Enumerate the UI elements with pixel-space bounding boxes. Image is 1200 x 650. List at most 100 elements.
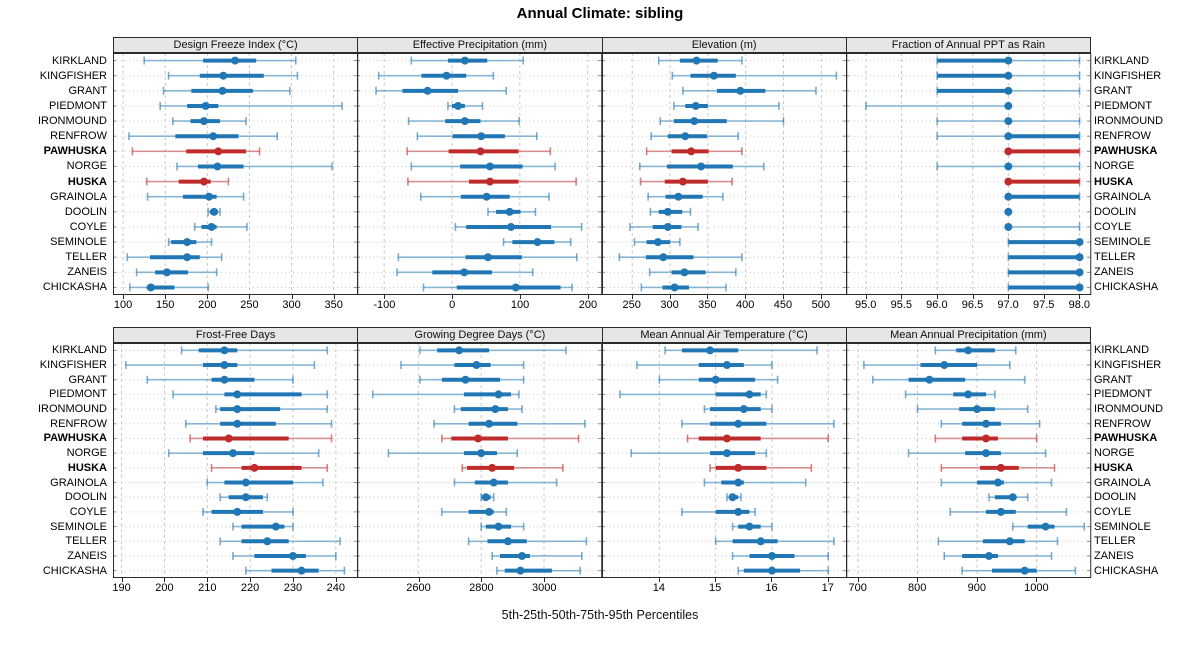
series-kirkland <box>180 346 329 355</box>
series-teller <box>126 253 223 262</box>
site-label-pawhuska: PAWHUSKA <box>1094 432 1158 445</box>
series-renfrow <box>649 132 739 141</box>
axis-tick-label: 2600 <box>406 582 431 594</box>
median-dot <box>477 449 486 458</box>
site-label-kingfisher: KINGFISHER <box>39 359 107 372</box>
site-label-norge: NORGE <box>1094 160 1135 173</box>
median-dot <box>705 346 714 355</box>
series-chickasha <box>496 566 582 575</box>
series-huska <box>407 177 578 186</box>
median-dot <box>518 551 527 560</box>
axis-tick <box>335 578 337 582</box>
series-chickasha <box>422 283 574 292</box>
site-label-norge: NORGE <box>1094 447 1135 460</box>
site-label-piedmont: PIEDMONT <box>1094 99 1153 112</box>
site-label-seminole: SEMINOLE <box>1094 520 1151 533</box>
x-axis: -100 0 100 200 <box>357 295 601 313</box>
axis-tick-label: 95.0 <box>854 299 877 311</box>
series-zaneis <box>1007 268 1084 277</box>
panel-strip-title: Mean Annual Air Temperature (°C) <box>601 327 847 343</box>
panel-strip-title: Elevation (m) <box>601 37 847 53</box>
series-renfrow <box>433 419 586 428</box>
x-axis: 250 300 350 400 450 500 <box>602 295 846 313</box>
series-doolin <box>987 493 1029 502</box>
axis-tick <box>481 578 483 582</box>
site-label-grainola: GRAINOLA <box>1094 476 1151 489</box>
median-dot <box>460 268 469 277</box>
median-dot <box>250 463 259 472</box>
series-grainola <box>206 478 324 487</box>
median-dot <box>233 390 242 399</box>
median-dot <box>1075 268 1084 277</box>
median-dot <box>485 507 494 516</box>
site-label-teller: TELLER <box>1094 535 1136 548</box>
median-dot <box>494 390 503 399</box>
series-teller <box>397 253 578 262</box>
site-label-renfrow: RENFROW <box>50 130 107 143</box>
site-label-grant: GRANT <box>68 84 108 97</box>
axis-tick <box>384 295 386 299</box>
series-norge <box>167 449 320 458</box>
axis-tick-label: 300 <box>660 299 679 311</box>
series-norge <box>176 162 333 171</box>
median-dot <box>733 478 742 487</box>
series-doolin <box>487 207 537 216</box>
median-dot <box>146 283 155 292</box>
axis-tick <box>936 295 938 299</box>
series-seminole <box>633 238 681 247</box>
site-label-coyle: COYLE <box>69 505 107 518</box>
site-label-ironmound: IRONMOUND <box>37 115 107 128</box>
median-dot <box>219 71 228 80</box>
series-doolin <box>207 207 221 216</box>
median-dot <box>1004 177 1013 186</box>
axis-tick-label: 150 <box>156 299 175 311</box>
median-dot <box>484 253 493 262</box>
series-kingfisher <box>862 361 1011 370</box>
series-pawhuska <box>189 434 333 443</box>
panel-strip-title: Effective Precipitation (mm) <box>357 37 603 53</box>
median-dot <box>981 449 990 458</box>
site-label-huska: HUSKA <box>1094 175 1134 188</box>
site-label-teller: TELLER <box>65 535 107 548</box>
median-dot <box>472 361 481 370</box>
series-kirkland <box>934 346 1017 355</box>
series-zaneis <box>648 268 737 277</box>
median-dot <box>1004 162 1013 171</box>
series-zaneis <box>396 268 534 277</box>
series-ironmound <box>453 405 524 414</box>
median-dot <box>722 449 731 458</box>
series-norge <box>936 162 1081 171</box>
series-renfrow <box>680 419 835 428</box>
panel-strip-title: Mean Annual Precipitation (mm) <box>845 327 1091 343</box>
site-label-kingfisher: KINGFISHER <box>39 69 107 82</box>
axis-tick <box>207 578 209 582</box>
axis-tick <box>520 295 522 299</box>
median-dot <box>925 375 934 384</box>
median-dot <box>1004 147 1013 156</box>
axis-tick-label: 0 <box>449 299 456 311</box>
median-dot <box>663 222 672 231</box>
median-dot <box>241 493 250 502</box>
series-norge <box>387 449 519 458</box>
axis-tick <box>976 578 978 582</box>
series-coyle <box>628 222 699 231</box>
series-grant <box>871 375 1026 384</box>
median-dot <box>1075 283 1084 292</box>
series-kirkland <box>936 56 1081 65</box>
median-dot <box>744 390 753 399</box>
series-coyle <box>454 222 583 231</box>
series-grant <box>936 86 1081 95</box>
axis-tick-label: 230 <box>283 582 303 594</box>
site-label-kirkland: KIRKLAND <box>1094 54 1150 67</box>
median-dot <box>678 177 687 186</box>
series-coyle <box>193 222 248 231</box>
median-dot <box>673 192 682 201</box>
series-doolin <box>219 493 269 502</box>
median-dot <box>984 551 993 560</box>
site-label-grant: GRANT <box>68 373 108 386</box>
axis-tick-label: 17 <box>821 582 834 594</box>
panel-strip-title: Design Freeze Index (°C) <box>113 37 359 53</box>
series-kingfisher <box>167 71 299 80</box>
axis-tick <box>164 578 166 582</box>
axis-tick <box>1043 295 1045 299</box>
